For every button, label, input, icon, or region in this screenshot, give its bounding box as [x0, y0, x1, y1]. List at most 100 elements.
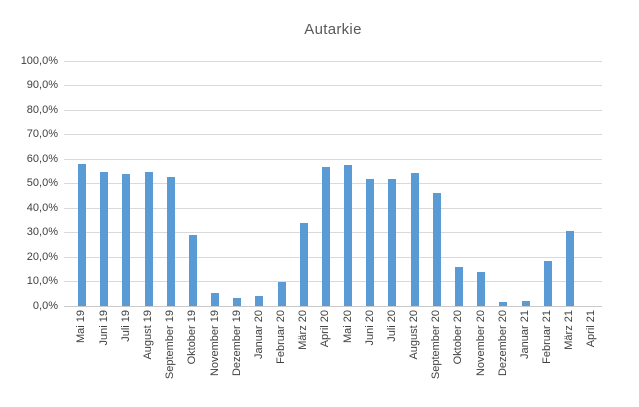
gridline: [64, 256, 602, 258]
bar-slot: [581, 61, 603, 307]
y-tick-label: 80,0%: [26, 103, 58, 116]
x-slot: September 20: [426, 310, 448, 402]
x-tick-label: Mai 20: [341, 310, 354, 344]
bar: [166, 177, 175, 306]
gridline: [64, 134, 602, 136]
bar: [144, 171, 153, 306]
x-tick-label: April 20: [319, 310, 332, 348]
gridline: [64, 85, 602, 87]
bar-slot: [537, 61, 559, 306]
y-tick-label: 20,0%: [26, 250, 58, 263]
x-tick-label: Dezember 19: [230, 310, 243, 377]
y-tick-label: 30,0%: [26, 226, 58, 239]
x-axis-labels: Mai 19 Juni 19 Juli 19 August 19 September 1…: [71, 310, 603, 402]
x-slot: Januar 20: [248, 310, 270, 402]
bar: [277, 281, 286, 306]
bar: [366, 178, 375, 306]
x-slot: Oktober 19: [182, 310, 204, 402]
x-slot: Februar 20: [271, 310, 293, 402]
y-tick-label: 50,0%: [26, 177, 58, 190]
x-slot: Juni 19: [93, 310, 115, 402]
gridline: [64, 109, 602, 111]
x-tick-label: Dezember 20: [496, 310, 509, 377]
x-slot: Juli 20: [381, 310, 403, 402]
x-slot: Juli 19: [115, 310, 137, 402]
x-tick-label: Januar 20: [252, 310, 265, 359]
bar: [432, 193, 441, 306]
gridline: [64, 158, 602, 160]
bar-slot: [138, 61, 160, 306]
x-tick-label: Januar 21: [518, 310, 531, 359]
bar: [410, 172, 419, 306]
x-slot: April 20: [315, 310, 337, 402]
bar-slot: [448, 61, 470, 306]
gridline: [64, 207, 602, 209]
bar-slot: [426, 61, 448, 306]
bar: [122, 174, 131, 306]
x-tick-label: Oktober 19: [186, 310, 199, 365]
x-slot: März 20: [293, 310, 315, 402]
bar-slot: [337, 61, 359, 306]
x-tick-label: Mai 19: [75, 310, 88, 344]
x-slot: Oktober 20: [448, 310, 470, 402]
bar-slot: [470, 61, 492, 306]
bar-slot: [492, 61, 514, 306]
x-slot: August 20: [404, 310, 426, 402]
x-slot: Mai 19: [71, 310, 93, 402]
x-tick-label: August 19: [142, 310, 154, 360]
x-slot: März 21: [559, 310, 581, 402]
gridline: [64, 281, 602, 283]
bar: [344, 164, 353, 306]
bar: [233, 297, 242, 306]
x-slot: Dezember 19: [226, 310, 248, 402]
bar: [211, 293, 220, 306]
y-tick-label: 100,0%: [20, 54, 58, 67]
bar-slot: [71, 61, 93, 306]
y-tick-label: 70,0%: [26, 128, 58, 141]
bar: [388, 178, 397, 306]
x-tick-label: November 20: [474, 310, 487, 377]
chart-title: Autarkie: [304, 21, 362, 38]
x-axis-line: [64, 306, 602, 307]
x-tick-label: Februar 21: [541, 310, 554, 364]
bar: [477, 272, 486, 306]
x-tick-label: Februar 20: [275, 310, 288, 364]
bar-slot: [359, 61, 381, 306]
bar: [255, 295, 264, 306]
bar-slot: [115, 61, 137, 306]
x-tick-label: Oktober 20: [452, 310, 465, 365]
x-slot: September 19: [160, 310, 182, 402]
x-slot: November 19: [204, 310, 226, 402]
bar-slot: [226, 61, 248, 306]
y-tick-label: 90,0%: [26, 79, 58, 92]
gridline: [64, 232, 602, 234]
bar-slot: [404, 61, 426, 306]
x-tick-label: Juni 19: [97, 310, 110, 346]
bar: [543, 260, 552, 306]
x-tick-label: November 19: [208, 310, 221, 377]
x-slot: April 21: [581, 310, 603, 402]
x-slot: Juni 20: [359, 310, 381, 402]
x-slot: Februar 21: [537, 310, 559, 402]
bar-slot: [204, 61, 226, 306]
x-tick-label: September 19: [164, 310, 177, 380]
x-slot: Dezember 20: [492, 310, 514, 402]
y-tick-label: 10,0%: [26, 275, 58, 288]
bar-slot: [248, 61, 270, 306]
x-tick-label: April 21: [585, 310, 598, 348]
bar-slot: [182, 61, 204, 306]
bar-slot: [293, 61, 315, 306]
x-tick-label: August 20: [408, 310, 421, 360]
bar-slot: [381, 61, 403, 306]
bar: [299, 223, 308, 306]
bar-slot: [559, 61, 581, 306]
bar: [499, 301, 508, 306]
bar-slot: [315, 61, 337, 306]
x-tick-label: März 21: [563, 310, 576, 350]
bar: [565, 230, 574, 306]
y-tick-label: 40,0%: [26, 201, 58, 214]
gridline: [64, 60, 602, 62]
x-tick-label: Juni 20: [363, 310, 376, 346]
gridline: [64, 183, 602, 185]
bar: [321, 167, 330, 306]
